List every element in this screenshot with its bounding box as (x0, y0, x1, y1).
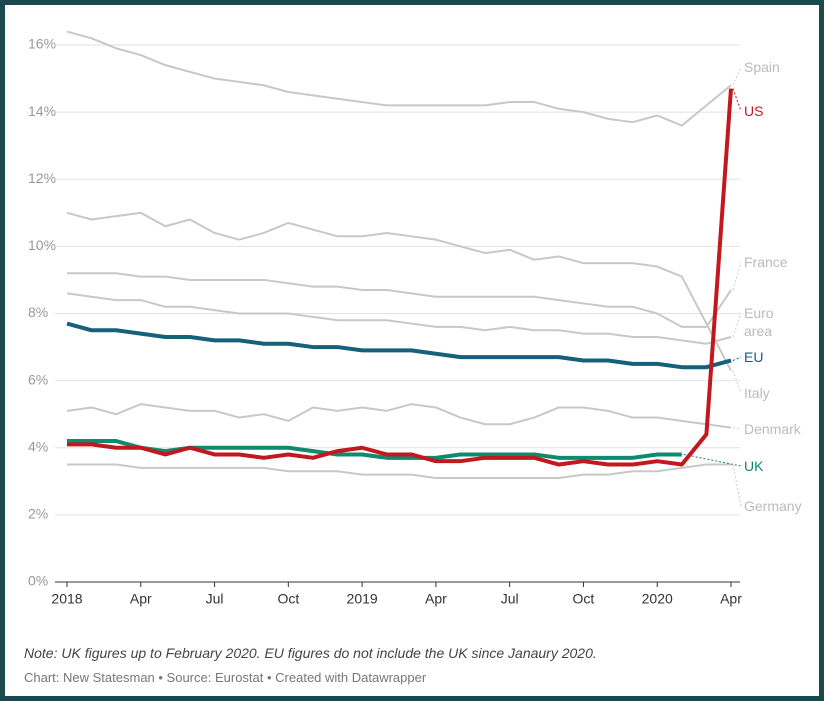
y-tick-label: 12% (28, 170, 56, 186)
y-tick-label: 14% (28, 103, 56, 119)
series-label: Spain (744, 59, 780, 75)
label-connector (732, 66, 742, 86)
series-line (66, 211, 732, 372)
x-tick-label: Apr (130, 591, 152, 607)
series-line (67, 463, 731, 479)
y-tick-label: 4% (28, 438, 48, 454)
chart-frame: 0% 2% 4% 6% 8% 10% 12% 14% 16% 2018 Apr Jul Oct 2019 A… (5, 5, 819, 696)
note: Note: UK figures up to February 2020. EU… (24, 645, 597, 661)
y-tick-label: 6% (28, 371, 48, 387)
label-connector (683, 453, 742, 467)
y-tick-label: 2% (28, 506, 48, 522)
x-tick-label: 2020 (642, 591, 673, 607)
label-connector (732, 370, 742, 394)
series-line (67, 272, 732, 328)
y-tick-label: 0% (28, 573, 48, 589)
series-line (66, 30, 732, 127)
x-tick-label: Jul (206, 591, 224, 607)
series-label: UK (744, 458, 764, 474)
series-line (67, 439, 682, 460)
x-tick-label: Oct (573, 591, 595, 607)
label-connector (732, 312, 742, 338)
series-label: Germany (744, 498, 802, 514)
label-connector (732, 356, 742, 361)
label-connector (732, 464, 742, 507)
series-label: EU (744, 349, 764, 365)
x-tick-label: Apr (425, 591, 447, 607)
label-connector (732, 261, 742, 291)
series-line (66, 292, 732, 345)
series-label: Italy (744, 385, 770, 401)
series-line (66, 321, 732, 370)
y-tick-label: 16% (28, 36, 56, 52)
x-tick-label: Jul (501, 591, 519, 607)
series-label: Euro area (744, 305, 774, 339)
series-label: France (744, 254, 788, 270)
label-connector (732, 88, 742, 112)
series-label: Denmark (744, 421, 801, 437)
x-tick-label: Oct (277, 591, 299, 607)
series-line (66, 403, 732, 429)
y-tick-label: 10% (28, 237, 56, 253)
series-label: US (744, 103, 764, 119)
label-connector (732, 427, 742, 430)
chart: 0% 2% 4% 6% 8% 10% 12% 14% 16% 2018 Apr Jul Oct 2019 A… (28, 30, 742, 607)
series-line (67, 88, 733, 467)
x-tick-label: Apr (720, 591, 742, 607)
source: Chart: New Statesman • Source: Eurostat … (24, 670, 427, 685)
y-tick-label: 8% (28, 304, 48, 320)
x-tick-label: 2018 (51, 591, 82, 607)
x-tick-label: 2019 (347, 591, 378, 607)
